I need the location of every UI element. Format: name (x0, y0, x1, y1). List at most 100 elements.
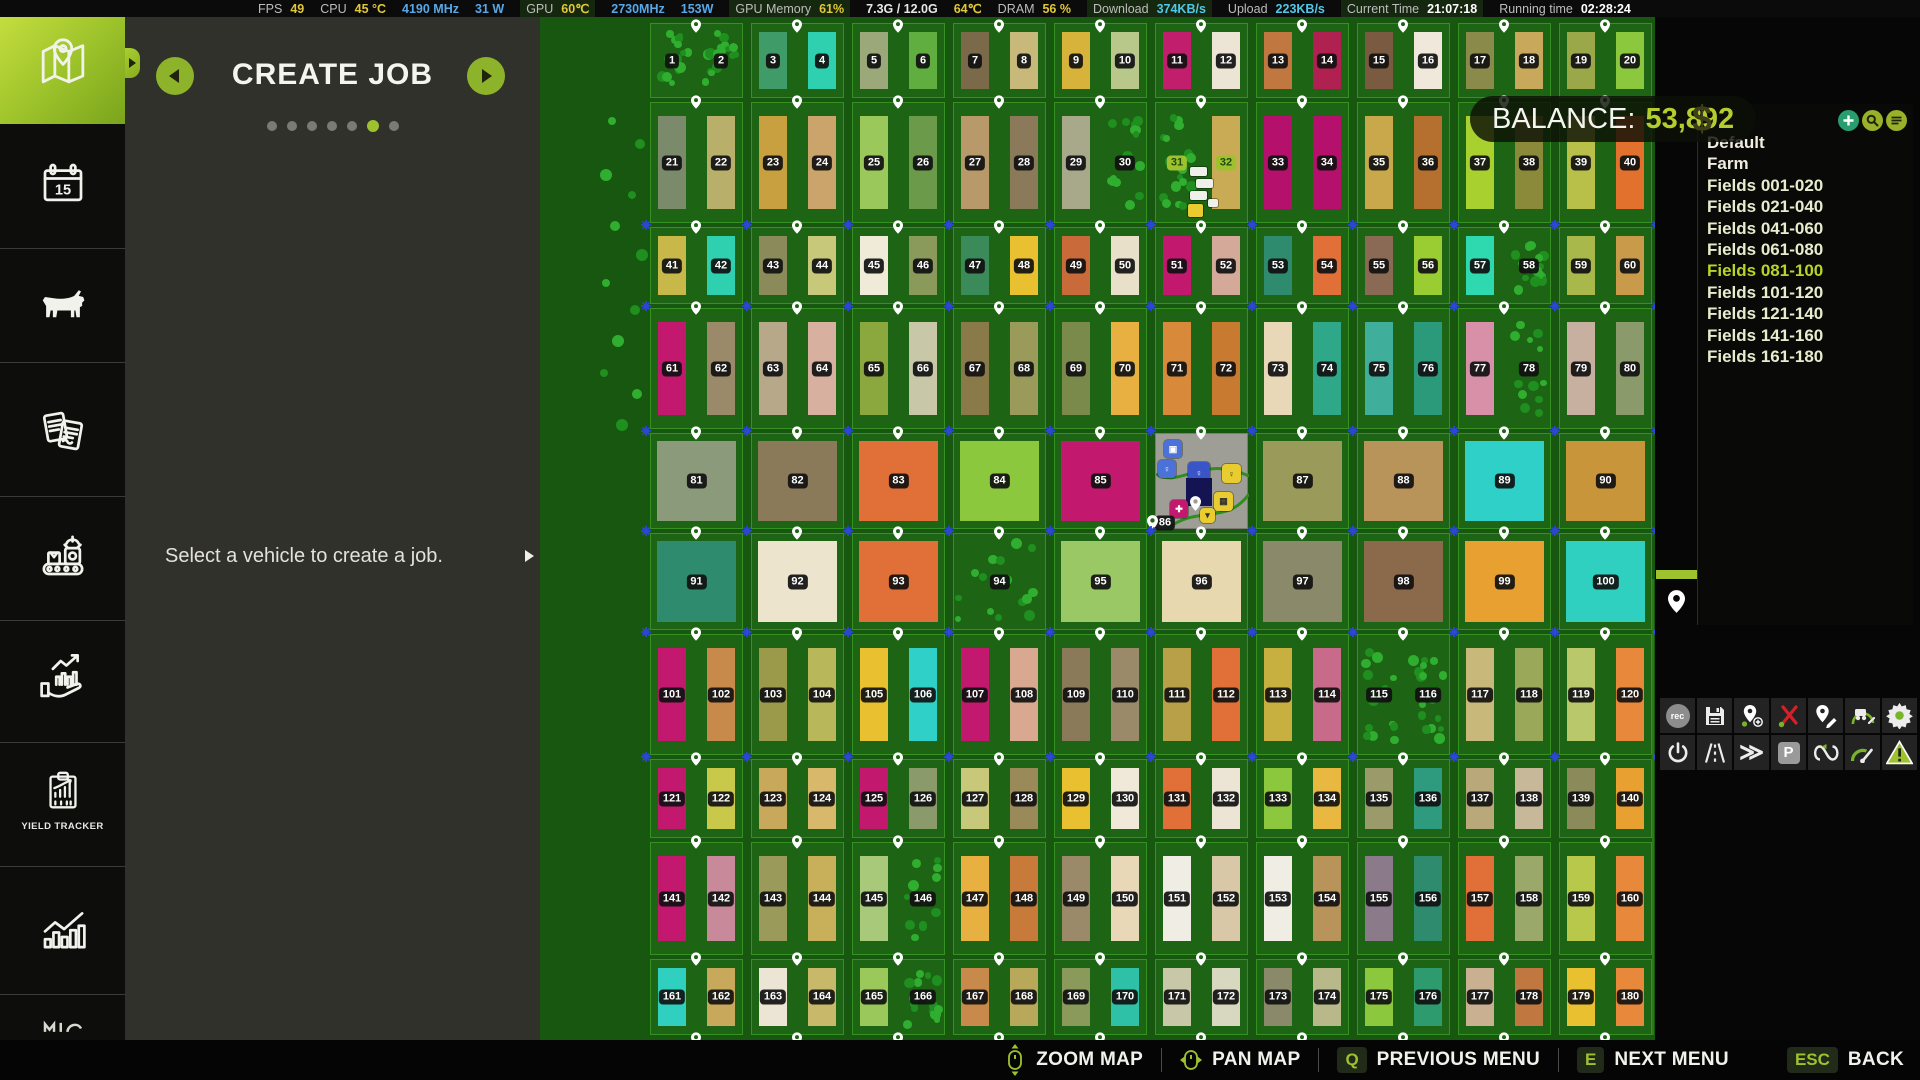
sidebar-item-production[interactable] (0, 508, 125, 608)
junction-marker (1146, 627, 1156, 637)
waypoint-pin-icon (1600, 220, 1610, 234)
sidebar-item-statistics[interactable] (0, 880, 125, 980)
page-dot[interactable] (326, 121, 337, 131)
filter-button[interactable] (1886, 110, 1907, 131)
hud-speed-gauge-button[interactable] (1845, 735, 1880, 770)
vehicle-marker-yellow[interactable]: ▦ (1214, 492, 1233, 511)
field-group-item[interactable]: Fields 121-140 (1707, 304, 1824, 324)
expand-arrow-icon[interactable] (525, 550, 534, 562)
field-number-badge: 133 (1264, 791, 1292, 806)
farm-map[interactable]: 1 2 3 4 5 6 7 8 9 10 11 12 13 14 15 16 17 18 19 20 21 22 23 24 2… (540, 17, 1655, 1042)
field-group-item[interactable]: Fields 001-020 (1707, 175, 1824, 195)
waypoint-pin-icon (1398, 426, 1408, 440)
page-dot[interactable] (286, 121, 297, 131)
waypoint-pin-icon (1297, 301, 1307, 315)
add-button[interactable] (1838, 110, 1859, 131)
vehicle-marker-yellow[interactable]: ♀ (1222, 464, 1241, 483)
waypoint-pin-icon (691, 301, 701, 315)
help-next-menu[interactable]: E NEXT MENU (1576, 1047, 1729, 1073)
field-number-badge: 158 (1515, 891, 1543, 906)
field-group-item[interactable]: Fields 101-120 (1707, 282, 1824, 302)
waypoint-pin-icon (792, 1032, 802, 1042)
waypoint-pin-icon (994, 752, 1004, 766)
waypoint-pin-icon (893, 426, 903, 440)
field-number-badge: 53 (1267, 258, 1289, 273)
field-number-badge: 144 (808, 891, 836, 906)
waypoint-pin-icon (994, 426, 1004, 440)
vehicle-icon[interactable] (1208, 199, 1218, 207)
sidebar-item-partial[interactable] (0, 1008, 125, 1040)
scrollbar-thumb[interactable] (1656, 570, 1697, 579)
hud-parking-button[interactable]: P (1771, 735, 1806, 770)
sidebar-item-contracts[interactable] (0, 383, 125, 483)
junction-marker (1550, 220, 1560, 230)
help-zoom-map[interactable]: ZOOM MAP (1004, 1044, 1143, 1076)
page-dot[interactable] (266, 121, 277, 131)
waypoint-pin-icon (691, 835, 701, 849)
waypoint-pin-icon (1196, 627, 1206, 641)
vehicle-icon[interactable] (1188, 204, 1203, 217)
field-number-badge: 79 (1570, 361, 1592, 376)
vehicle-marker-magenta[interactable]: ✚ (1170, 500, 1188, 518)
hud-warning-button[interactable] (1882, 735, 1917, 770)
field-number-badge: 170 (1111, 989, 1139, 1005)
hud-route-delete-button[interactable] (1771, 698, 1806, 733)
field-number-badge: 168 (1010, 989, 1038, 1005)
map-marker-pin-icon[interactable] (1668, 590, 1685, 613)
waypoint-pin-icon (1600, 301, 1610, 315)
help-back[interactable]: ESC BACK (1786, 1047, 1904, 1073)
hud-power-button[interactable] (1660, 735, 1695, 770)
junction-marker (1449, 301, 1459, 311)
tree (1437, 725, 1445, 733)
next-page-button[interactable] (467, 57, 505, 95)
hud-settings-button[interactable] (1882, 698, 1917, 733)
vehicle-icon[interactable] (1196, 179, 1213, 188)
field-number-badge: 6 (915, 53, 931, 68)
vehicle-marker-yellow[interactable]: ▾ (1200, 508, 1215, 523)
sidebar-item-finances[interactable] (0, 631, 125, 731)
page-dot[interactable] (366, 120, 379, 132)
sidebar-item-map[interactable] (0, 4, 125, 124)
help-pan-map[interactable]: PAN MAP (1180, 1044, 1300, 1076)
farmyard[interactable]: ▣ ♀ ♀ ♀ ▦ ✚ ▾ (1155, 433, 1249, 530)
page-dot[interactable] (306, 121, 317, 131)
sidebar-item-calendar[interactable]: 15 (0, 135, 125, 235)
help-previous-menu[interactable]: Q PREVIOUS MENU (1337, 1047, 1540, 1073)
field-group-item[interactable]: Farm (1707, 154, 1749, 174)
field-group-item[interactable]: Fields 161-180 (1707, 347, 1824, 367)
vehicle-marker-blue[interactable]: ▣ (1164, 440, 1182, 458)
page-dot[interactable] (388, 121, 399, 131)
hud-waypoint-add-button[interactable] (1734, 698, 1769, 733)
field-group-item[interactable]: Fields 141-160 (1707, 325, 1824, 345)
hud-fast-forward-button[interactable]: ≫ (1734, 735, 1769, 770)
previous-page-button[interactable] (156, 57, 194, 95)
field-group-item[interactable]: Fields 061-080 (1707, 240, 1824, 260)
search-button[interactable] (1862, 110, 1883, 131)
tree (616, 419, 628, 431)
sidebar-item-yield-tracker[interactable]: YIELD TRACKER (0, 750, 125, 850)
field-group-item[interactable]: Fields 021-040 (1707, 197, 1824, 217)
hud-road-mode-button[interactable] (1697, 735, 1732, 770)
field-number-badge: 77 (1469, 361, 1491, 376)
field-number-badge: 74 (1316, 361, 1338, 376)
field-number-badge: 126 (909, 791, 937, 806)
vehicle-marker-blue[interactable]: ♀ (1158, 460, 1176, 478)
hud-waypoint-edit-button[interactable] (1808, 698, 1843, 733)
hud-save-button[interactable] (1697, 698, 1732, 733)
hud-vehicle-speed-button[interactable] (1845, 698, 1880, 733)
field-number-badge: 78 (1518, 361, 1540, 376)
field-group-item[interactable]: Fields 081-100 (1707, 261, 1824, 281)
waypoint-pin-icon (1600, 526, 1610, 540)
tree (674, 62, 686, 74)
field-group-item[interactable]: Fields 041-060 (1707, 218, 1824, 238)
hud-loop-route-button[interactable] (1808, 735, 1843, 770)
hud-record-button[interactable]: rec (1660, 698, 1695, 733)
vehicle-icon[interactable] (1190, 167, 1207, 176)
page-dot[interactable] (346, 121, 357, 131)
field-number-badge: 34 (1316, 155, 1338, 170)
tree (666, 30, 674, 38)
vehicle-icon[interactable] (1190, 191, 1207, 200)
field-number-badge: 75 (1368, 361, 1390, 376)
sidebar-item-animals[interactable] (0, 258, 125, 358)
waypoint-pin-icon (994, 1032, 1004, 1042)
